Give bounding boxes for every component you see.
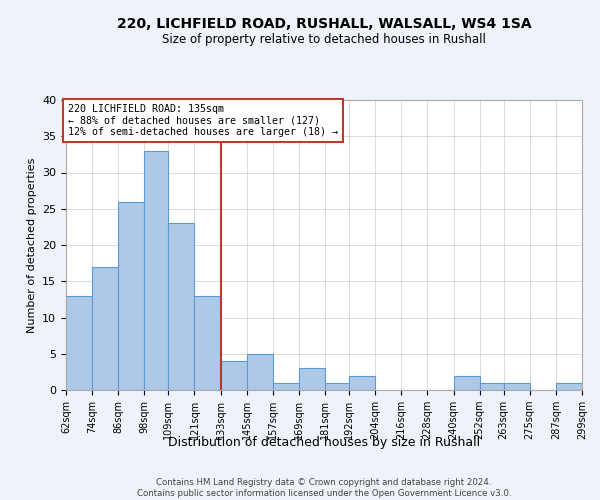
Bar: [145, 151, 169, 390]
Bar: [66, 296, 92, 390]
Bar: [221, 361, 247, 390]
Bar: [92, 267, 118, 390]
Bar: [169, 223, 194, 390]
Text: Size of property relative to detached houses in Rushall: Size of property relative to detached ho…: [162, 32, 486, 46]
Bar: [273, 383, 299, 390]
Text: Distribution of detached houses by size in Rushall: Distribution of detached houses by size …: [168, 436, 480, 449]
Text: 220 LICHFIELD ROAD: 135sqm
← 88% of detached houses are smaller (127)
12% of sem: 220 LICHFIELD ROAD: 135sqm ← 88% of deta…: [68, 104, 338, 137]
Bar: [194, 296, 221, 390]
Bar: [118, 202, 145, 390]
Y-axis label: Number of detached properties: Number of detached properties: [26, 158, 37, 332]
Bar: [556, 383, 582, 390]
Bar: [299, 368, 325, 390]
Bar: [479, 383, 503, 390]
Bar: [349, 376, 375, 390]
Bar: [325, 383, 349, 390]
Text: Contains HM Land Registry data © Crown copyright and database right 2024.
Contai: Contains HM Land Registry data © Crown c…: [137, 478, 511, 498]
Bar: [454, 376, 479, 390]
Bar: [247, 354, 273, 390]
Text: 220, LICHFIELD ROAD, RUSHALL, WALSALL, WS4 1SA: 220, LICHFIELD ROAD, RUSHALL, WALSALL, W…: [116, 18, 532, 32]
Bar: [503, 383, 530, 390]
